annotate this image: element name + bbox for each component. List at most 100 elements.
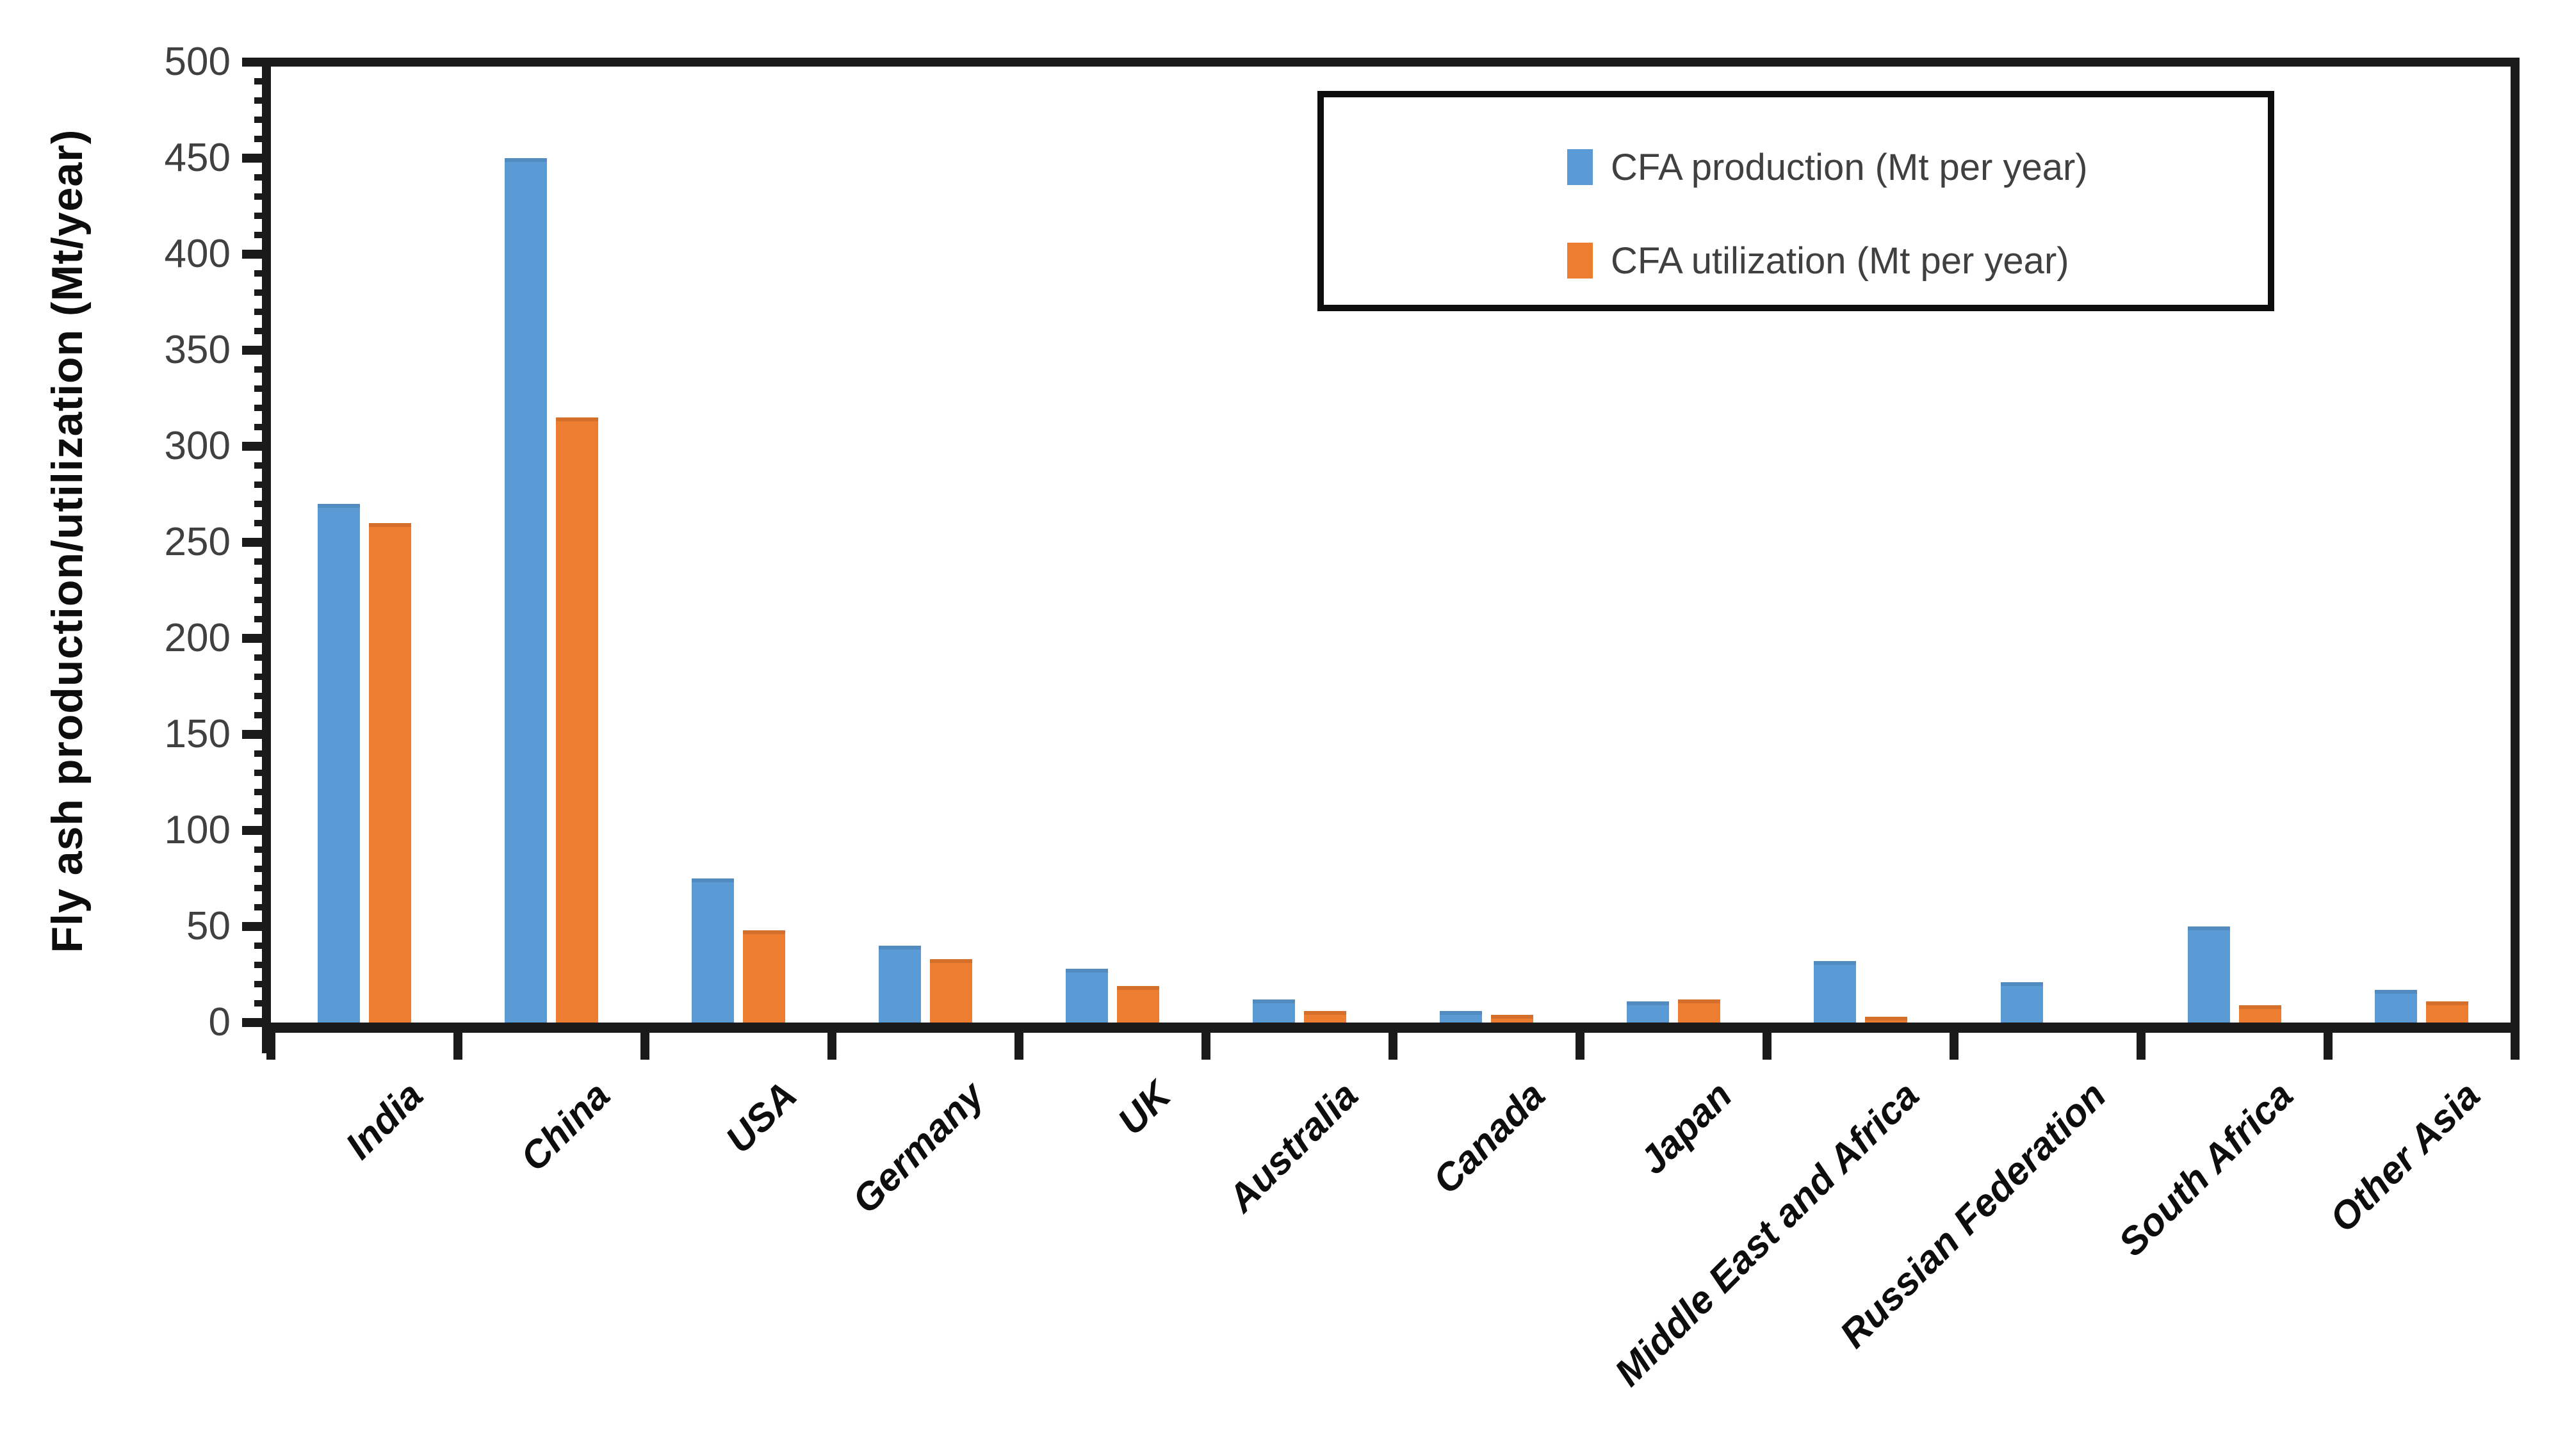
y-minor-tick [254, 174, 271, 181]
x-boundary-tick [2137, 1033, 2146, 1060]
y-minor-tick [254, 136, 271, 142]
legend-label-utilization: CFA utilization (Mt per year) [1611, 239, 2069, 282]
top-spine [262, 58, 2520, 67]
y-minor-tick [254, 97, 271, 104]
y-minor-tick [254, 597, 271, 603]
bar-production-other-asia [2375, 990, 2417, 1023]
y-major-tick [242, 538, 271, 547]
x-boundary-tick [1201, 1033, 1210, 1060]
y-minor-tick [254, 462, 271, 469]
x-boundary-tick [827, 1033, 836, 1060]
x-axis-line [262, 1023, 2520, 1033]
x-category-label: USA [717, 1073, 805, 1161]
x-boundary-tick [1014, 1033, 1023, 1060]
bar-production-usa [692, 878, 734, 1023]
y-minor-tick [254, 616, 271, 622]
x-boundary-tick [1576, 1033, 1584, 1060]
x-boundary-tick [266, 1033, 275, 1060]
y-major-tick [242, 346, 271, 355]
utilization-swatch-icon [1567, 243, 1593, 279]
bar-utilization-south-africa [2239, 1005, 2281, 1023]
y-major-tick [242, 826, 271, 835]
bar-production-canada [1440, 1011, 1482, 1023]
bar-production-india [318, 504, 360, 1023]
x-category-label: Canada [1424, 1073, 1553, 1202]
y-minor-tick [254, 366, 271, 373]
y-tick-label: 0 [208, 1000, 231, 1044]
y-minor-tick [254, 289, 271, 296]
y-minor-tick [254, 424, 271, 430]
y-minor-tick [254, 78, 271, 85]
bar-production-japan [1627, 1001, 1669, 1023]
y-minor-tick [254, 385, 271, 392]
y-minor-tick [254, 232, 271, 238]
bar-production-middle-east-and-africa [1814, 961, 1856, 1023]
y-tick-label: 500 [164, 40, 231, 84]
x-category-label: Other Asia [2321, 1073, 2488, 1240]
x-category-label: Middle East and Africa [1606, 1073, 1927, 1395]
bar-production-russian-federation [2001, 982, 2043, 1023]
x-category-label: UK [1109, 1073, 1179, 1144]
y-minor-tick [254, 1000, 271, 1007]
y-minor-tick [254, 501, 271, 507]
legend-box: CFA production (Mt per year) CFA utiliza… [1317, 91, 2274, 311]
y-major-tick [242, 730, 271, 739]
y-tick-label: 50 [186, 904, 231, 948]
bar-production-china [505, 158, 547, 1023]
y-minor-tick [254, 770, 271, 776]
x-boundary-tick [640, 1033, 649, 1060]
bar-utilization-australia [1304, 1011, 1346, 1023]
legend-entry-production: CFA production (Mt per year) [1567, 120, 2268, 214]
y-minor-tick [254, 712, 271, 718]
y-minor-tick [254, 481, 271, 488]
y-minor-tick [254, 942, 271, 949]
bar-utilization-india [369, 523, 411, 1023]
x-boundary-tick [453, 1033, 462, 1060]
y-major-tick [242, 250, 271, 259]
y-major-tick [242, 58, 271, 67]
y-tick-label: 400 [164, 232, 231, 276]
bar-utilization-middle-east-and-africa [1865, 1017, 1907, 1023]
bar-production-uk [1066, 969, 1108, 1023]
y-minor-tick [254, 846, 271, 853]
y-minor-tick [254, 866, 271, 872]
y-tick-label: 300 [164, 424, 231, 468]
y-minor-tick [254, 962, 271, 968]
y-major-tick [242, 634, 271, 643]
x-category-label: India [337, 1073, 431, 1167]
y-minor-tick [254, 520, 271, 526]
y-minor-tick [254, 309, 271, 315]
x-boundary-tick [1763, 1033, 1771, 1060]
y-major-tick [242, 1018, 271, 1027]
y-minor-tick [254, 750, 271, 757]
x-category-label: Japan [1631, 1073, 1740, 1183]
y-tick-label: 350 [164, 328, 231, 372]
x-boundary-tick [1950, 1033, 1959, 1060]
y-tick-label: 250 [164, 520, 231, 564]
legend-entry-utilization: CFA utilization (Mt per year) [1567, 214, 2268, 307]
y-major-tick [242, 154, 271, 163]
y-minor-tick [254, 117, 271, 123]
y-tick-label: 150 [164, 712, 231, 756]
x-boundary-tick [2511, 1033, 2520, 1060]
y-minor-tick [254, 674, 271, 680]
y-minor-tick [254, 654, 271, 661]
y-minor-tick [254, 328, 271, 334]
y-minor-tick [254, 904, 271, 910]
bar-production-germany [879, 946, 921, 1023]
bar-utilization-canada [1491, 1015, 1533, 1023]
y-tick-label: 100 [164, 808, 231, 852]
x-category-label: Australia [1219, 1073, 1366, 1220]
y-minor-tick [254, 981, 271, 987]
x-category-label: Germany [843, 1073, 992, 1222]
bar-utilization-china [556, 417, 598, 1023]
y-minor-tick [254, 693, 271, 699]
bar-utilization-usa [743, 930, 785, 1023]
y-minor-tick [254, 808, 271, 814]
bar-production-australia [1253, 999, 1295, 1023]
y-axis-title: Fly ash production/utilization (Mt/year) [43, 129, 92, 953]
y-minor-tick [254, 213, 271, 219]
x-boundary-tick [1389, 1033, 1397, 1060]
bar-utilization-other-asia [2426, 1001, 2468, 1023]
